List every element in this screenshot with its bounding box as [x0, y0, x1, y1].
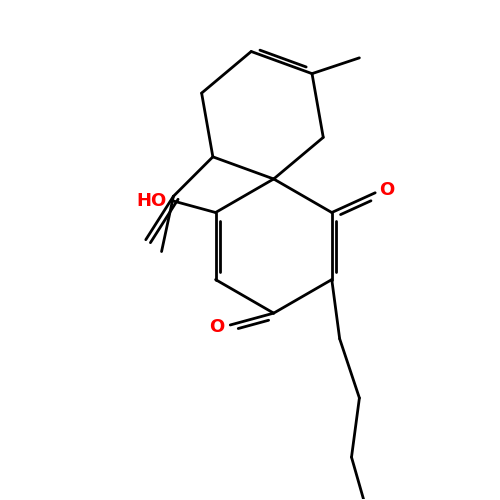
Text: O: O	[379, 182, 394, 200]
Text: O: O	[210, 318, 224, 336]
Text: HO: HO	[136, 192, 166, 210]
